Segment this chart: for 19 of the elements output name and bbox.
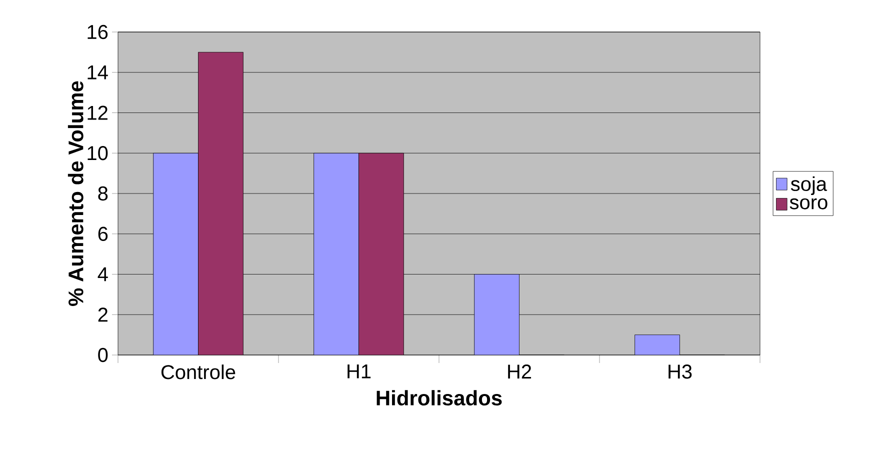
x-tick-label: H2 <box>508 364 532 378</box>
x-tick-label: Controle <box>161 364 236 380</box>
y-axis-title: % Aumento de Volume <box>68 81 84 306</box>
y-tick-label: 10 <box>88 146 108 160</box>
y-tick-label: 8 <box>98 186 108 201</box>
x-tick-label: H1 <box>348 364 371 378</box>
y-tick-label: 14 <box>88 66 108 80</box>
y-tick-label: 12 <box>88 106 108 120</box>
x-axis-title: Hidrolisados <box>376 390 502 406</box>
legend-label: soro <box>790 198 828 210</box>
bar <box>198 52 244 355</box>
x-tick-label: H3 <box>668 364 692 379</box>
bar <box>358 152 404 355</box>
y-tick-label: 0 <box>98 348 108 362</box>
y-tick-label: 2 <box>98 308 108 322</box>
y-tick-label: 16 <box>88 24 108 40</box>
y-tick-label: 6 <box>98 226 108 241</box>
y-tick-label: 4 <box>98 267 108 282</box>
legend-label: soja <box>790 176 828 196</box>
